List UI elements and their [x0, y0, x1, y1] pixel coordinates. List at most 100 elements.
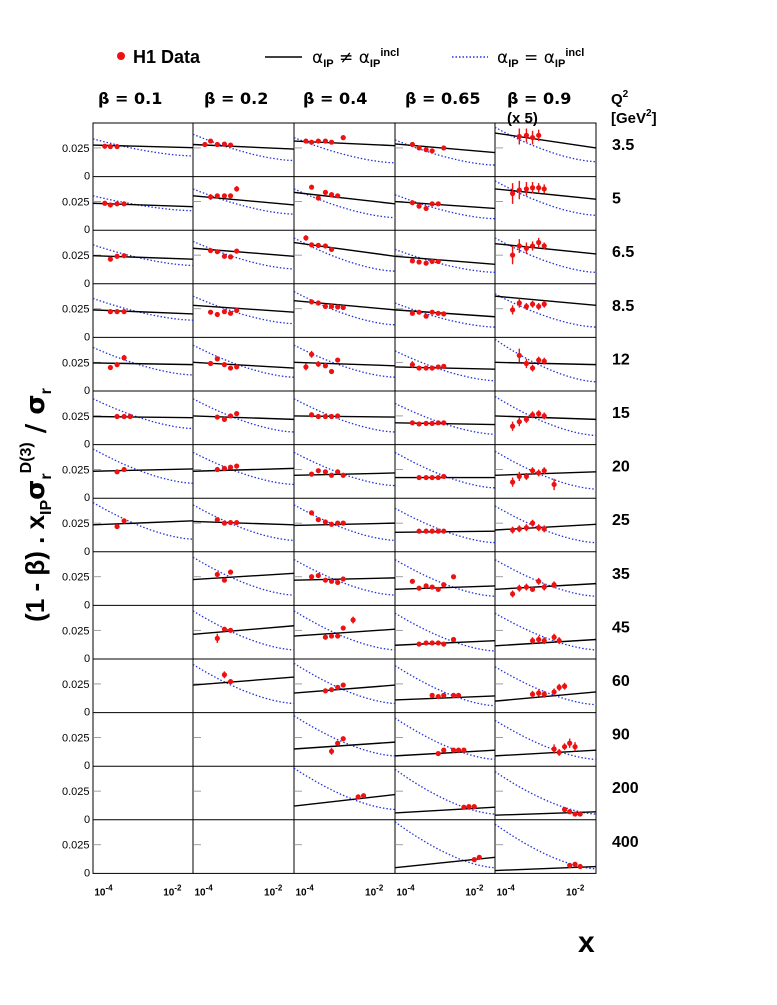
fit-solid-line	[495, 361, 596, 366]
fit-dotted-curve	[294, 188, 395, 219]
data-point	[303, 364, 309, 370]
data-point	[541, 638, 547, 644]
fit-solid-line	[93, 468, 193, 472]
panel-cell	[93, 297, 193, 321]
panel-cell	[93, 138, 193, 157]
legend-solid-relation: ≠	[334, 48, 359, 68]
data-point	[409, 578, 416, 584]
panel-content	[495, 823, 596, 872]
panel-cell	[395, 665, 495, 707]
data-point	[551, 481, 557, 488]
data-point	[308, 351, 315, 357]
x-tick-label: 10-2	[566, 883, 585, 898]
panel-content	[495, 126, 596, 163]
x-tick-exp: -2	[577, 883, 585, 892]
data-point	[429, 474, 435, 481]
data-point	[551, 634, 557, 640]
beta-header-2: β = 0.4	[303, 89, 367, 108]
fit-dotted-curve	[294, 715, 395, 757]
data-point	[541, 243, 547, 249]
q2-header: Q2 [GeV2]	[611, 89, 657, 127]
data-point	[221, 465, 228, 471]
panel-cell	[294, 398, 395, 433]
y-axis-title: (1 - β) . xIPσrD(3) / σr	[18, 388, 55, 622]
y-title-sub-ip: IP	[38, 500, 55, 515]
data-point	[303, 235, 309, 241]
data-point	[529, 301, 536, 307]
panel-content	[193, 398, 294, 433]
q2-label-12: 200	[612, 780, 639, 797]
panel-cell	[395, 194, 495, 220]
y-tick-label-zero: 0	[84, 331, 90, 343]
data-point	[214, 356, 220, 362]
data-point	[441, 692, 447, 699]
panel-cell	[395, 821, 495, 869]
data-point	[409, 258, 416, 264]
panel-cell	[495, 771, 596, 817]
x-tick-label: 10-4	[295, 883, 314, 898]
data-point	[423, 583, 429, 589]
y-title-sigma: σ	[21, 480, 51, 500]
q2-label-1: 5	[612, 191, 621, 208]
data-point	[441, 641, 447, 647]
panel-content	[495, 338, 596, 383]
q2-label-2: 6.5	[612, 244, 634, 261]
y-tick-label-zero: 0	[84, 224, 90, 236]
panel-cell	[395, 717, 495, 760]
data-point	[227, 569, 234, 575]
panel-content	[395, 768, 495, 815]
data-point	[529, 185, 536, 191]
data-point	[523, 186, 530, 192]
y-tick-label-zero: 0	[84, 385, 90, 397]
panel-cell	[193, 133, 294, 162]
y-tick-label-zero: 0	[84, 492, 90, 504]
panel-content	[93, 398, 193, 430]
data-point	[551, 746, 557, 752]
panel-content	[395, 139, 495, 166]
x-tick-exp: -2	[376, 883, 384, 892]
data-point	[114, 143, 120, 150]
y-tick-label-upper: 0.025	[62, 250, 90, 262]
fit-dotted-curve	[193, 556, 294, 596]
q2-label-0: 3.5	[612, 137, 634, 154]
data-point	[121, 518, 127, 524]
data-point	[308, 471, 315, 477]
y-tick-label-upper: 0.025	[62, 304, 90, 316]
data-point	[466, 804, 472, 810]
fit-dotted-curve	[93, 138, 193, 157]
data-point	[536, 357, 542, 363]
data-point	[577, 863, 583, 870]
q2-label-4: 12	[612, 351, 630, 368]
data-point	[315, 138, 321, 144]
data-point	[529, 520, 536, 526]
q2-sup: 2	[623, 89, 629, 100]
fit-dotted-curve	[395, 350, 495, 382]
legend-solid-sub1: IP	[323, 58, 333, 70]
data-point	[227, 365, 234, 371]
panel-content	[495, 293, 596, 328]
data-point	[441, 363, 447, 369]
y-tick-label-zero: 0	[84, 760, 90, 772]
data-point	[322, 363, 329, 369]
data-point	[328, 633, 335, 639]
fit-dotted-curve	[495, 293, 596, 328]
panel-content	[193, 133, 294, 162]
data-point	[107, 202, 114, 208]
data-point	[360, 793, 367, 799]
data-point	[509, 307, 516, 313]
legend-dotted-sup2: incl	[565, 47, 584, 59]
panel-content	[294, 135, 395, 164]
beta-header-0: β = 0.1	[98, 89, 162, 108]
data-point	[523, 416, 530, 422]
panel-content	[294, 610, 395, 651]
panel-cell	[395, 451, 495, 489]
data-point	[435, 201, 441, 207]
data-point	[450, 692, 457, 699]
data-point	[322, 189, 329, 195]
data-point	[234, 519, 240, 526]
data-point	[450, 636, 457, 643]
panel-cell	[395, 768, 495, 815]
x-tick-base: 10	[264, 887, 276, 898]
y-tick-label-upper: 0.025	[62, 840, 90, 852]
